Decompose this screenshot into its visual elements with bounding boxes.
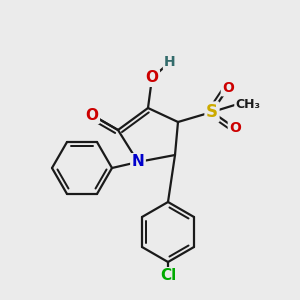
Text: CH₃: CH₃ xyxy=(236,98,260,110)
Text: O: O xyxy=(146,70,158,86)
Text: O: O xyxy=(85,107,98,122)
Text: H: H xyxy=(164,55,176,69)
Text: O: O xyxy=(229,121,241,135)
Text: S: S xyxy=(206,103,218,121)
Text: Cl: Cl xyxy=(160,268,176,284)
Text: N: N xyxy=(132,154,144,169)
Text: O: O xyxy=(222,81,234,95)
